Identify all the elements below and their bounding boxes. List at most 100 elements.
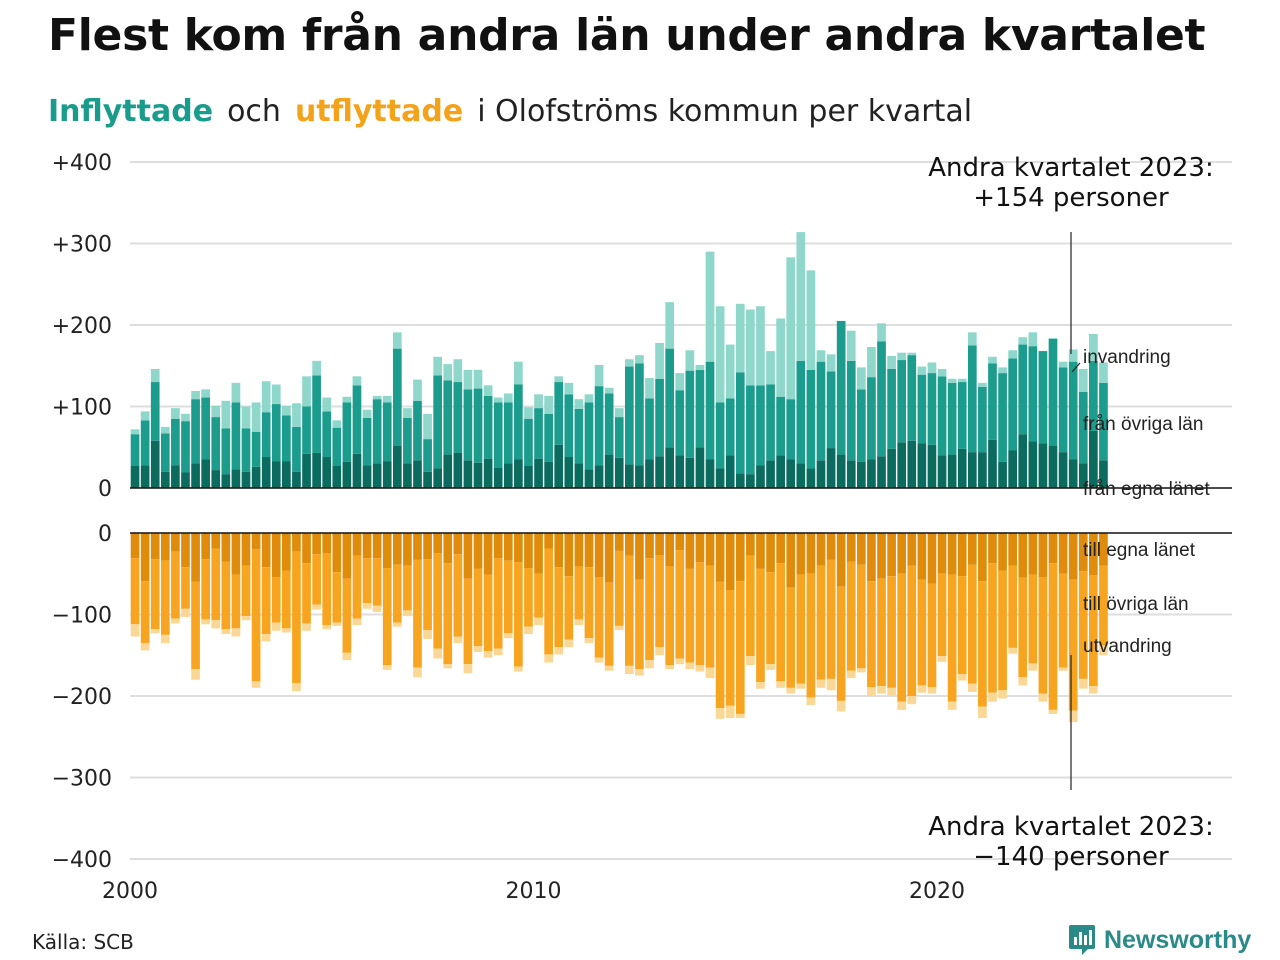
bar-out-own — [867, 533, 876, 582]
bar-out-own — [665, 533, 675, 567]
bar-out-own — [816, 533, 826, 566]
bar-out-emig — [483, 651, 493, 658]
bar-in-other — [191, 399, 200, 464]
bar-out-emig — [786, 687, 796, 694]
bar-out-own — [614, 533, 624, 551]
bar-out-emig — [665, 665, 675, 670]
bar-in-other — [1089, 360, 1098, 431]
bar-in-other — [342, 402, 352, 462]
bar-in-own — [604, 454, 614, 488]
bar-in-own — [231, 469, 241, 488]
bar-out-other — [624, 555, 634, 666]
bar-out-other — [261, 567, 271, 635]
brand-logo: Newsworthy — [1068, 924, 1251, 956]
bar-in-immig — [171, 408, 180, 419]
bar-in-other — [362, 417, 372, 466]
bar-out-own — [917, 533, 927, 580]
bar-in-other — [332, 427, 342, 466]
bar-in-own — [211, 470, 221, 488]
bar-out-own — [705, 533, 715, 566]
bar-in-own — [130, 465, 140, 488]
bar-in-own — [998, 461, 1007, 488]
bar-in-own — [362, 465, 372, 488]
bar-out-other — [322, 553, 332, 626]
bar-out-emig — [796, 683, 806, 689]
bar-in-other — [534, 408, 543, 459]
bar-in-immig — [857, 367, 866, 390]
bar-out-other — [756, 568, 765, 683]
bar-out-emig — [342, 652, 352, 661]
bar-out-emig — [1048, 709, 1058, 714]
bar-in-own — [816, 460, 826, 488]
bar-in-own — [877, 456, 886, 488]
bar-in-own — [1068, 459, 1078, 488]
bar-out-other — [534, 573, 543, 618]
bar-in-immig — [917, 366, 927, 375]
bar-out-other — [594, 577, 604, 658]
bar-in-other — [1038, 351, 1048, 444]
bar-out-own — [1089, 533, 1098, 576]
bar-in-immig — [130, 429, 140, 435]
bar-out-own — [1068, 533, 1078, 580]
bar-in-own — [574, 463, 584, 488]
bar-out-own — [998, 533, 1007, 571]
bar-in-own — [302, 453, 311, 488]
bar-in-other — [1028, 346, 1038, 442]
bar-out-own — [695, 533, 705, 563]
bar-out-other — [150, 559, 160, 630]
bar-out-emig — [322, 625, 332, 630]
bar-in-other — [181, 421, 190, 473]
bar-out-emig — [1078, 678, 1088, 689]
bar-in-immig — [423, 413, 432, 440]
bar-out-other — [967, 564, 977, 684]
bar-in-own — [312, 452, 321, 488]
bar-in-other — [1008, 358, 1017, 451]
bar-out-own — [261, 533, 271, 568]
bar-out-emig — [1099, 645, 1108, 656]
bar-in-own — [251, 466, 261, 488]
bar-out-other — [957, 576, 967, 674]
bar-in-immig — [493, 397, 503, 403]
bar-in-own — [624, 464, 634, 488]
bar-out-other — [514, 562, 523, 667]
bar-out-other — [1038, 577, 1048, 694]
bar-in-immig — [695, 364, 705, 370]
bar-in-other — [261, 412, 271, 458]
bar-in-other — [140, 420, 150, 466]
bar-in-immig — [261, 381, 271, 413]
bar-in-other — [403, 417, 412, 464]
bar-out-other — [685, 568, 695, 663]
bar-out-emig — [1038, 693, 1048, 702]
bar-in-immig — [897, 352, 907, 361]
bar-out-emig — [423, 629, 432, 639]
bar-out-emig — [302, 623, 311, 631]
bar-in-own — [897, 442, 907, 488]
bar-in-other — [554, 382, 564, 445]
bar-in-other — [735, 372, 745, 474]
bar-in-immig — [1068, 349, 1078, 362]
bar-in-own — [181, 472, 190, 488]
bar-in-own — [1048, 445, 1058, 488]
bar-in-immig — [746, 309, 755, 386]
bar-out-other — [1068, 579, 1078, 711]
bar-out-other — [130, 558, 140, 625]
bar-in-own — [554, 444, 564, 488]
bar-in-other — [655, 378, 664, 457]
bar-in-own — [322, 457, 332, 488]
bar-out-emig — [160, 634, 170, 644]
bar-in-own — [957, 448, 967, 488]
bar-in-other — [947, 382, 957, 455]
bar-in-other — [1099, 382, 1108, 461]
bar-in-other — [392, 348, 402, 446]
bar-in-own — [534, 458, 543, 488]
bar-in-immig — [332, 420, 342, 428]
bar-out-own — [473, 533, 483, 569]
bar-out-other — [332, 572, 342, 623]
bar-in-immig — [302, 376, 311, 407]
bar-out-other — [564, 576, 574, 640]
bar-out-other — [211, 548, 221, 621]
bar-out-emig — [251, 681, 261, 688]
bar-out-other — [423, 559, 432, 630]
bar-in-other — [584, 402, 594, 470]
bar-out-emig — [897, 701, 907, 710]
